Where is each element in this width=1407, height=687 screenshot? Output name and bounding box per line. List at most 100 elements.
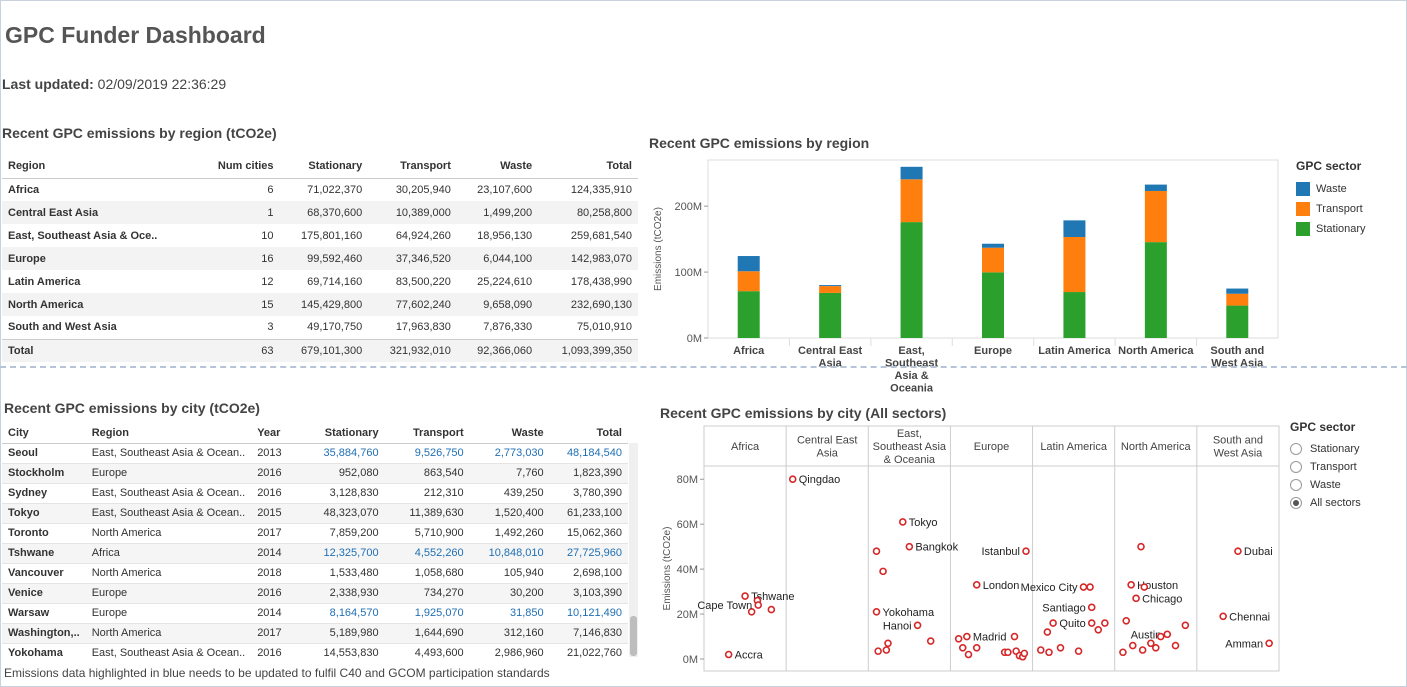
filter-option-all-sectors[interactable]: All sectors xyxy=(1290,494,1361,512)
city-point[interactable] xyxy=(1004,648,1012,657)
city-point[interactable] xyxy=(872,608,881,616)
city-point[interactable] xyxy=(963,632,971,641)
table-row[interactable]: Yokohama East, Southeast Asia & Ocean.. 20… xyxy=(2,643,628,659)
bar-waste[interactable] xyxy=(1144,184,1167,191)
table-row[interactable]: Seoul East, Southeast Asia & Ocean.. 2013 3… xyxy=(2,443,628,464)
table-row[interactable]: Washington,.. North America 2017 5,189,980 1… xyxy=(2,623,628,644)
city-point[interactable] xyxy=(1137,542,1145,551)
bar-waste[interactable] xyxy=(982,243,1004,248)
radio-button[interactable] xyxy=(1290,461,1302,473)
radio-button[interactable] xyxy=(1290,497,1302,509)
city-point[interactable] xyxy=(1265,639,1273,648)
bar-waste[interactable] xyxy=(1063,220,1086,237)
city-point[interactable] xyxy=(972,643,981,652)
city-point[interactable] xyxy=(1079,583,1088,591)
bar-transport[interactable] xyxy=(1144,190,1167,243)
bar-waste[interactable] xyxy=(1226,288,1249,294)
city-point[interactable] xyxy=(1022,547,1030,555)
city-point[interactable] xyxy=(1101,619,1109,627)
bar-waste[interactable] xyxy=(900,166,923,180)
city-point[interactable] xyxy=(1128,641,1137,650)
city-point[interactable] xyxy=(972,581,981,589)
city-point[interactable] xyxy=(1020,649,1029,658)
city-point[interactable] xyxy=(884,639,892,648)
table-row[interactable]: Latin America 12 69,714,160 83,500,220 25,22… xyxy=(2,270,638,293)
city-point[interactable] xyxy=(1127,581,1135,589)
column-header[interactable]: Year xyxy=(251,423,296,444)
city-point[interactable] xyxy=(958,643,967,652)
column-header[interactable]: Transport xyxy=(384,423,470,444)
city-point[interactable] xyxy=(954,634,963,643)
table-row[interactable]: Warsaw Europe 2014 8,164,570 1,925,070 31,850… xyxy=(2,603,628,624)
column-header[interactable]: Transport xyxy=(368,154,457,179)
city-point[interactable] xyxy=(1181,621,1190,630)
column-header[interactable]: Waste xyxy=(456,154,539,179)
city-point[interactable] xyxy=(913,621,922,630)
bar-stationary[interactable] xyxy=(900,222,923,338)
city-point[interactable] xyxy=(788,475,797,484)
city-point[interactable] xyxy=(882,646,891,654)
column-header[interactable]: Total xyxy=(538,154,638,179)
table-row[interactable]: Toronto North America 2017 7,859,200 5,710,9… xyxy=(2,523,628,544)
bar-stationary[interactable] xyxy=(737,291,760,338)
bar-transport[interactable] xyxy=(982,247,1004,273)
bar-stationary[interactable] xyxy=(1226,305,1249,338)
city-point[interactable] xyxy=(1036,646,1045,654)
bar-transport[interactable] xyxy=(1226,293,1249,306)
city-point[interactable] xyxy=(879,567,887,576)
city-point[interactable] xyxy=(1087,603,1096,612)
table-row[interactable]: Central East Asia 1 68,370,600 10,389,000 1,… xyxy=(2,201,638,224)
table-row[interactable]: Sydney East, Southeast Asia & Ocean.. 2016… xyxy=(2,483,628,504)
column-header[interactable]: Region xyxy=(2,154,198,179)
city-point[interactable] xyxy=(872,547,881,555)
table-row[interactable]: Tshwane Africa 2014 12,325,700 4,552,260 10,8… xyxy=(2,543,628,564)
city-table-scroll-thumb[interactable] xyxy=(630,616,637,656)
city-point[interactable] xyxy=(741,592,749,600)
city-point[interactable] xyxy=(1094,625,1103,634)
bar-waste[interactable] xyxy=(737,256,760,272)
city-point[interactable] xyxy=(1074,647,1083,655)
bar-stationary[interactable] xyxy=(1063,292,1086,338)
city-point[interactable] xyxy=(1151,643,1160,652)
column-header[interactable]: Stationary xyxy=(279,154,369,179)
city-point[interactable] xyxy=(898,518,907,526)
city-point[interactable] xyxy=(905,542,914,551)
table-row[interactable]: Stockholm Europe 2016 952,080 863,540 7,760 1,… xyxy=(2,463,628,484)
column-header[interactable]: Stationary xyxy=(295,423,385,444)
table-row[interactable]: South and West Asia 3 49,170,750 17,963,830… xyxy=(2,316,638,339)
table-row[interactable]: Europe 16 99,592,460 37,346,520 6,044,100 142… xyxy=(2,247,638,270)
city-point[interactable] xyxy=(964,650,973,659)
city-point[interactable] xyxy=(1147,639,1155,648)
column-header[interactable]: City xyxy=(2,423,86,444)
bar-transport[interactable] xyxy=(1063,236,1086,293)
city-point[interactable] xyxy=(1163,630,1172,639)
city-point[interactable] xyxy=(1132,594,1140,603)
bar-stationary[interactable] xyxy=(819,292,842,338)
column-header[interactable]: Waste xyxy=(469,423,550,444)
legend-item-waste[interactable]: Waste xyxy=(1296,179,1366,199)
table-row[interactable]: Africa 6 71,022,370 30,205,940 23,107,600 124… xyxy=(2,178,638,201)
table-row[interactable]: Vancouver North America 2018 1,533,480 1,058… xyxy=(2,563,628,584)
column-header[interactable]: Total xyxy=(549,423,628,444)
city-point[interactable] xyxy=(1049,619,1057,627)
city-point[interactable] xyxy=(754,601,763,609)
filter-option-waste[interactable]: Waste xyxy=(1290,476,1361,494)
city-point[interactable] xyxy=(1234,547,1242,555)
city-point[interactable] xyxy=(1086,583,1094,591)
column-header[interactable]: Region xyxy=(85,423,252,444)
city-point[interactable] xyxy=(1119,648,1127,657)
city-point[interactable] xyxy=(747,608,756,616)
city-point[interactable] xyxy=(767,605,776,614)
table-row[interactable]: East, Southeast Asia & Oce.. 10 175,801,16… xyxy=(2,224,638,247)
city-table-scrollbar[interactable] xyxy=(629,443,638,657)
bar-stationary[interactable] xyxy=(982,272,1004,338)
city-point[interactable] xyxy=(926,637,935,645)
city-point[interactable] xyxy=(1045,648,1053,657)
city-table-scroll-area[interactable]: City Region Year Stationary Transport Waste To… xyxy=(2,423,628,659)
city-point[interactable] xyxy=(1043,628,1052,636)
legend-item-stationary[interactable]: Stationary xyxy=(1296,219,1366,239)
filter-option-stationary[interactable]: Stationary xyxy=(1290,440,1361,458)
city-point[interactable] xyxy=(874,647,882,655)
city-point[interactable] xyxy=(1156,632,1165,641)
bar-stationary[interactable] xyxy=(1144,242,1167,338)
